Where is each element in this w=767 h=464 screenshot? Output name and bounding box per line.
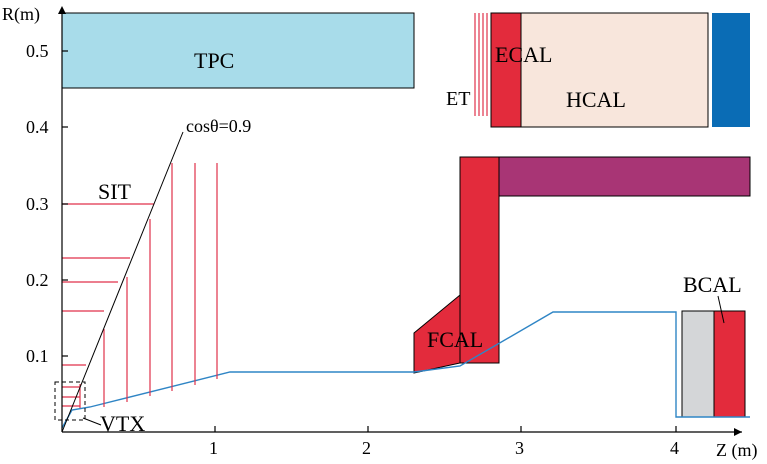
r-axis-arrow (58, 6, 66, 14)
r-axis-title: R(m) (2, 4, 40, 25)
fcal-block (413, 293, 461, 374)
fcal-label: FCAL (427, 327, 483, 352)
r-tick-labels: 0.1 0.2 0.3 0.4 0.5 (26, 41, 49, 366)
vtx-pointer (82, 417, 102, 426)
axes (58, 6, 742, 436)
r-tick-label: 0.5 (26, 41, 49, 61)
bcal-label: BCAL (683, 272, 742, 297)
tpc-block (61, 12, 415, 89)
r-tick-label: 0.4 (26, 117, 49, 137)
et-lines (474, 13, 488, 116)
ecal-barrel-block (490, 12, 522, 128)
cos-theta-label: cosθ=0.9 (186, 116, 251, 136)
z-tick-label: 3 (515, 438, 524, 458)
sit-horizontal-layers (62, 203, 154, 366)
r-tick-label: 0.1 (26, 346, 49, 366)
r-tick-label: 0.2 (26, 270, 49, 290)
yoke-block (712, 13, 750, 127)
bcal-red-block (713, 310, 746, 418)
bcal-gray-block (681, 310, 715, 418)
vtx-layers (62, 384, 81, 408)
r-tick-label: 0.3 (26, 194, 49, 214)
z-tick-label: 2 (362, 438, 371, 458)
sit-vertical-discs (103, 163, 218, 407)
z-axis-title: Z (m) (716, 440, 757, 461)
z-axis-arrow (734, 428, 742, 436)
et-label: ET (446, 88, 470, 110)
cos-theta-line (61, 131, 184, 433)
z-tick-label: 1 (209, 438, 218, 458)
ecal-label: ECAL (495, 42, 552, 67)
ecal-endcap-block (459, 156, 500, 364)
hcal-label: HCAL (566, 87, 626, 112)
tpc-label: TPC (194, 48, 234, 73)
z-tick-labels: 1 2 3 4 (209, 438, 679, 458)
bcal-pointer (717, 295, 725, 324)
magenta-bar (497, 156, 751, 197)
sit-label: SIT (98, 179, 132, 204)
beampipe-line (61, 311, 750, 429)
vtx-box (54, 381, 86, 421)
z-tick-label: 4 (670, 438, 679, 458)
hcal-block (519, 12, 709, 128)
